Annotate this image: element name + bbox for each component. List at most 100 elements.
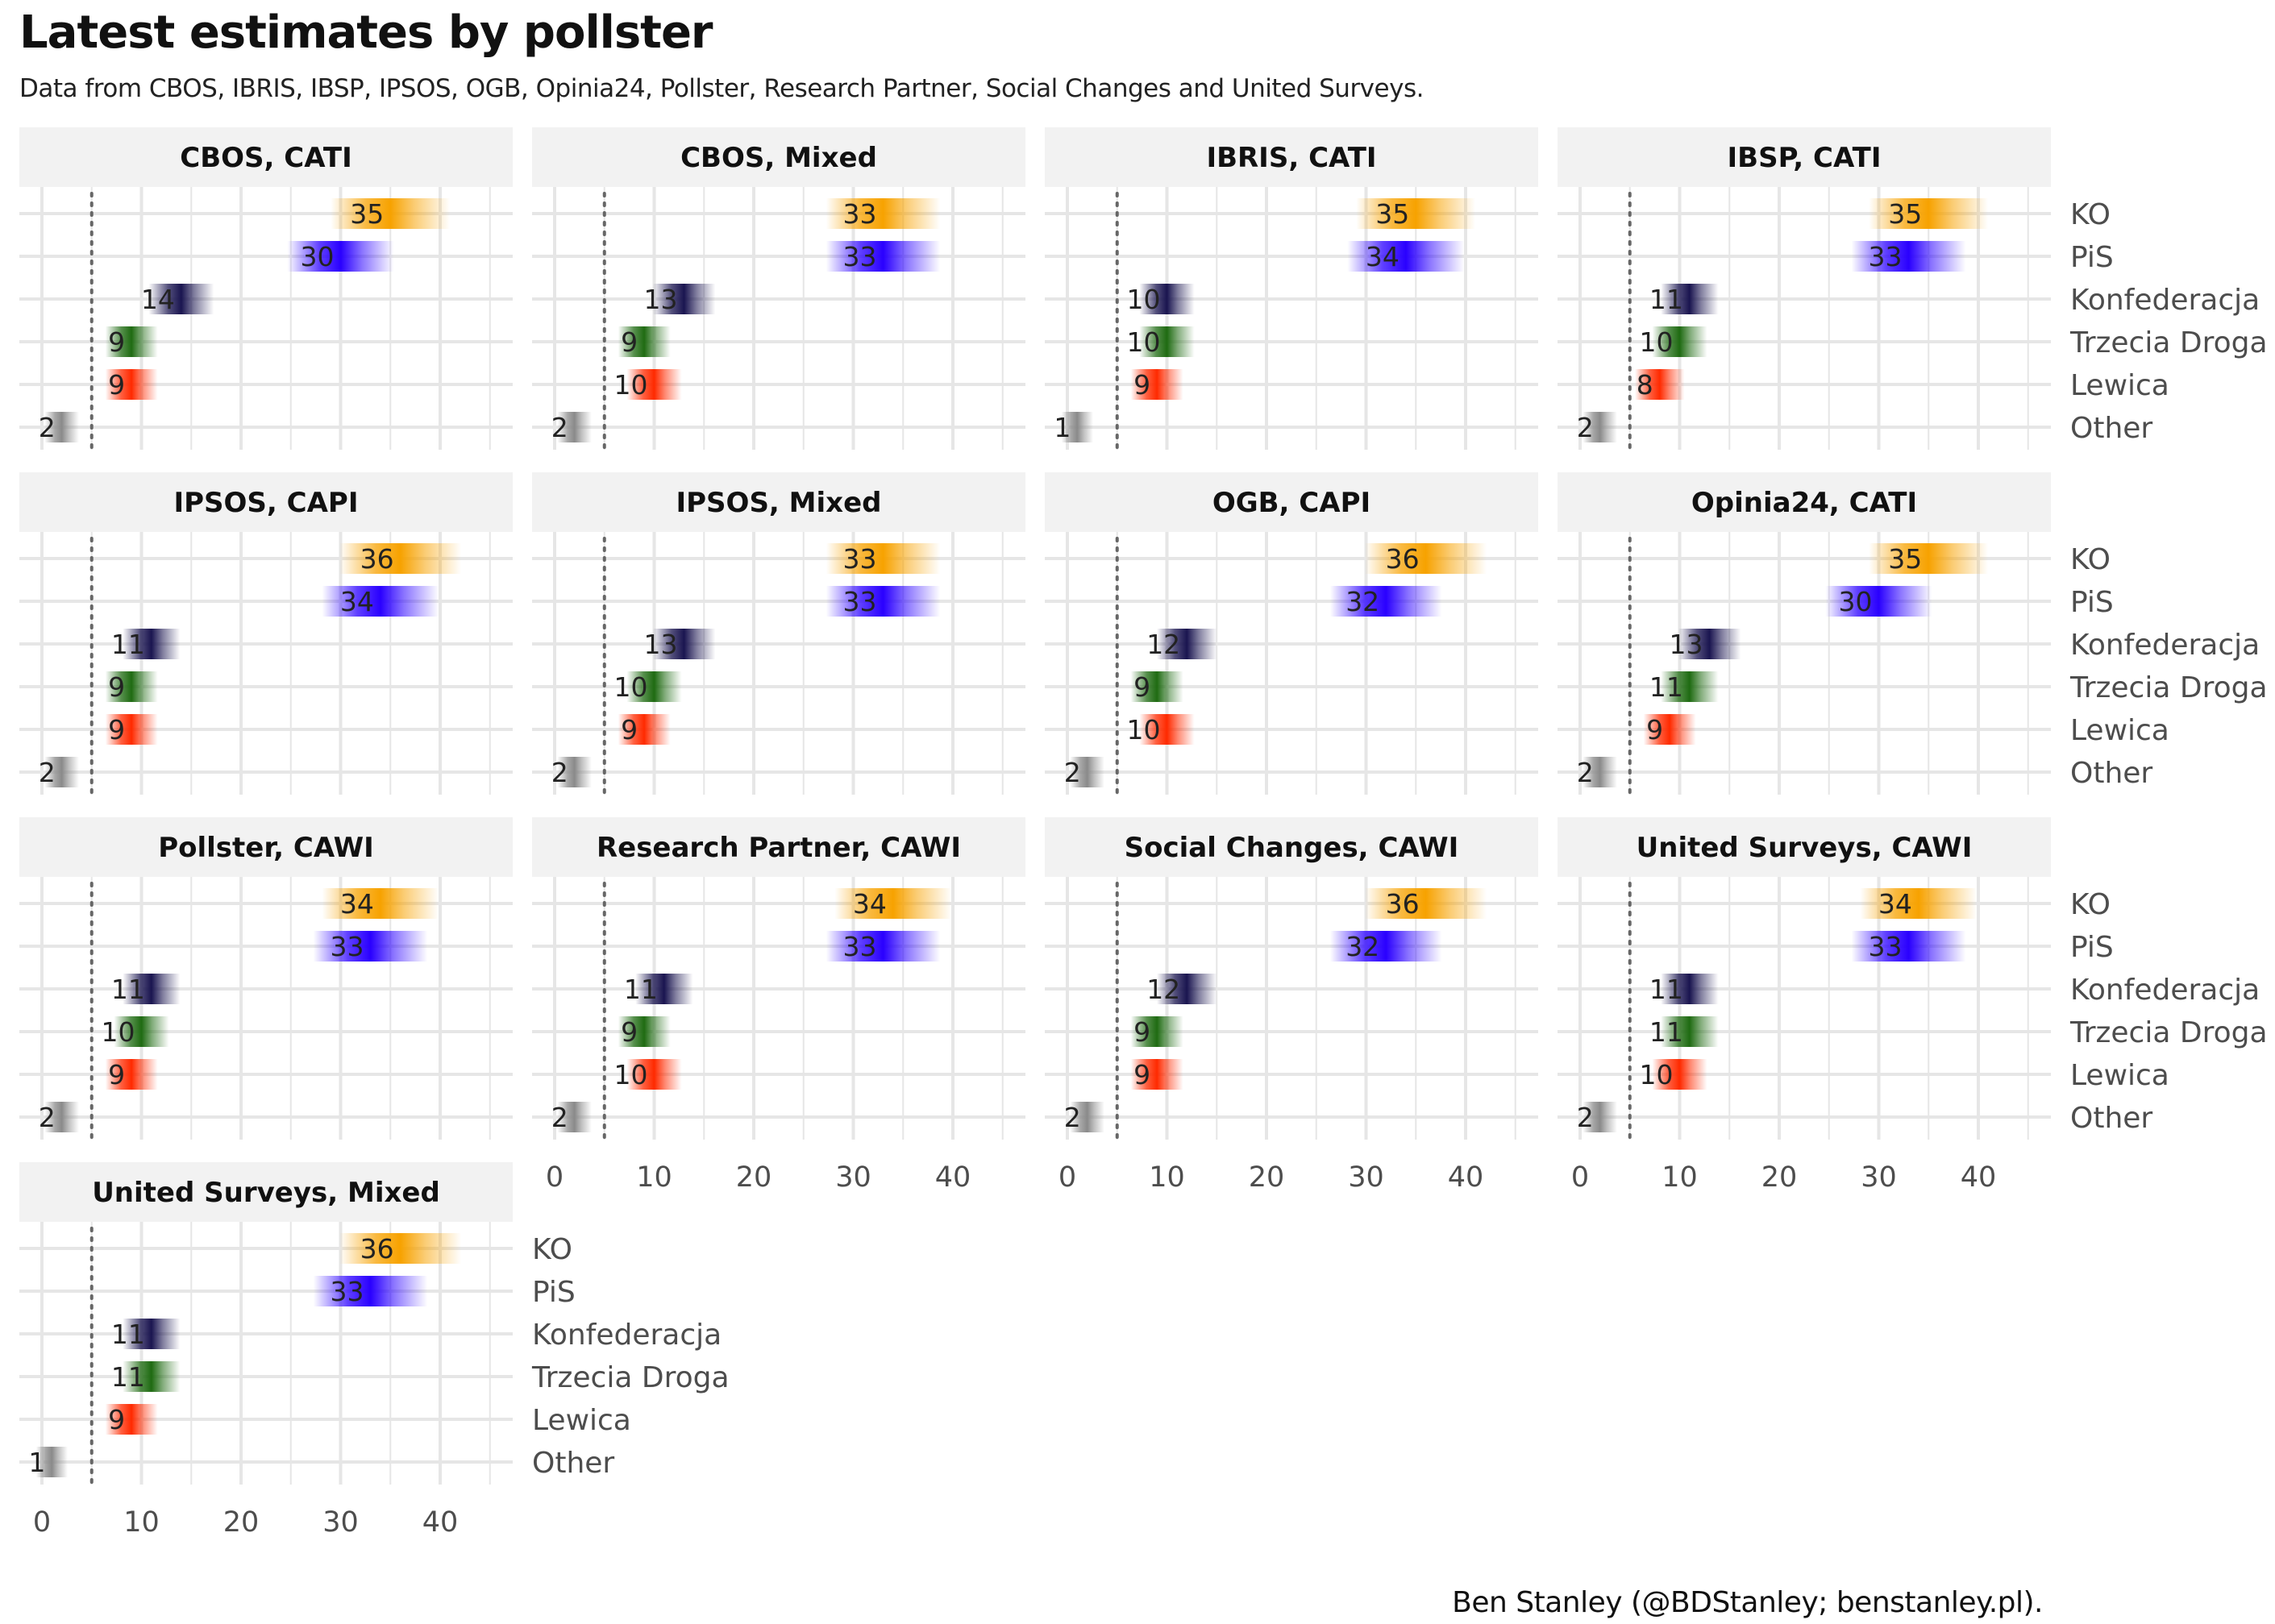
value-label: 10 [1127, 326, 1161, 358]
panel-strip [19, 1162, 513, 1222]
x-tick-label: 40 [1448, 1161, 1484, 1194]
value-label: 30 [301, 241, 335, 272]
value-label: 10 [614, 671, 648, 703]
panel-strip [19, 127, 513, 187]
panel-title: United Surveys, CAWI [1637, 832, 1973, 864]
value-label: 34 [853, 888, 887, 920]
value-label: 2 [1577, 757, 1594, 788]
value-label: 9 [108, 1059, 125, 1090]
party-label: Lewica [2070, 714, 2169, 747]
x-tick-label: 20 [1249, 1161, 1285, 1194]
bar-ko [322, 888, 439, 919]
value-label: 35 [1888, 198, 1922, 230]
bar-pis [313, 1276, 428, 1306]
panel-cbos-cati: CBOS, CATI 35 30 14 9 9 2 [19, 127, 513, 451]
value-label: 34 [1366, 241, 1400, 272]
bar-lewica [618, 714, 671, 745]
bar-pis [1330, 586, 1442, 617]
x-tick-label: 30 [1348, 1161, 1384, 1194]
bar-ko [1365, 543, 1487, 574]
bar-ko [1860, 888, 1978, 919]
value-label: 10 [614, 1059, 648, 1090]
value-label: 11 [111, 1361, 145, 1393]
bar-other [1583, 412, 1617, 442]
panel-strip [532, 472, 1025, 532]
bar-pis [313, 931, 428, 962]
value-label: 2 [1064, 1102, 1081, 1133]
panel-strip [1558, 127, 2051, 187]
bar-other [557, 412, 592, 442]
bar-lewica [1139, 714, 1195, 745]
x-tick-label: 20 [736, 1161, 772, 1194]
value-label: 9 [621, 714, 638, 746]
value-label: 34 [340, 888, 374, 920]
party-label: Trzecia Droga [2069, 326, 2268, 359]
party-label: Trzecia Droga [2069, 1016, 2268, 1049]
value-label: 32 [1345, 931, 1379, 962]
x-tick-label: 10 [636, 1161, 672, 1194]
panel-cbos-mixed: CBOS, Mixed 33 33 139 10 2 [532, 127, 1025, 451]
panel-strip [19, 817, 513, 877]
party-label: KO [2070, 888, 2111, 921]
value-label: 13 [644, 284, 678, 315]
party-label: Konfederacja [532, 1319, 722, 1352]
bar-konfederacja [1678, 629, 1741, 659]
bar-lewica [626, 1059, 682, 1090]
party-label: PiS [2070, 931, 2114, 964]
party-label: Konfederacja [2070, 629, 2260, 662]
party-label: PiS [2070, 241, 2114, 274]
value-label: 9 [1133, 369, 1150, 401]
bar-ko [826, 198, 941, 229]
value-label: 12 [1146, 629, 1180, 660]
value-label: 33 [843, 931, 877, 962]
panel-title: IBRIS, CATI [1206, 142, 1376, 174]
bar-ko [1869, 198, 1989, 229]
bar-trzecia-droga [105, 671, 158, 702]
bar-pis [1347, 241, 1465, 272]
x-tick-label: 0 [546, 1161, 564, 1194]
value-label: 10 [1640, 326, 1674, 358]
panel-title: IPSOS, Mixed [676, 487, 881, 519]
bar-konfederacja [123, 1319, 181, 1349]
bar-konfederacja [1661, 284, 1719, 314]
bar-other [1070, 757, 1104, 787]
bar-lewica [1130, 369, 1183, 400]
x-tick-label: 20 [223, 1506, 260, 1539]
value-label: 10 [1127, 714, 1161, 746]
bar-konfederacja [123, 629, 181, 659]
party-label: KO [2070, 543, 2111, 576]
bar-other [1583, 1102, 1617, 1132]
bar-pis [1330, 931, 1442, 962]
value-label: 10 [102, 1016, 135, 1048]
party-label: Other [532, 1447, 614, 1480]
bar-pis [826, 241, 941, 272]
bar-konfederacja [1661, 974, 1719, 1004]
value-label: 9 [1133, 671, 1150, 703]
bar-trzecia-droga [1139, 326, 1195, 357]
bar-ko [1356, 198, 1476, 229]
value-label: 35 [350, 198, 384, 230]
value-label: 36 [360, 543, 394, 575]
bar-konfederacja [148, 284, 214, 314]
bar-other [44, 757, 79, 787]
x-tick-label: 40 [935, 1161, 971, 1194]
value-label: 9 [621, 326, 638, 358]
bar-trzecia-droga [1130, 671, 1183, 702]
value-label: 10 [1640, 1059, 1674, 1090]
x-tick-label: 10 [1149, 1161, 1185, 1194]
value-label: 36 [1386, 543, 1420, 575]
bar-ko [826, 543, 941, 574]
bar-pis [1851, 931, 1966, 962]
bar-pis [1825, 586, 1932, 617]
party-label: Other [2070, 757, 2152, 790]
value-label: 35 [1888, 543, 1922, 575]
party-label: Other [2070, 412, 2152, 445]
x-tick-label: 0 [1571, 1161, 1589, 1194]
bar-trzecia-droga [1652, 326, 1707, 357]
bar-trzecia-droga [1130, 1016, 1183, 1047]
value-label: 32 [1345, 586, 1379, 617]
bar-pis [1851, 241, 1966, 272]
panel-title: CBOS, CATI [180, 142, 351, 174]
